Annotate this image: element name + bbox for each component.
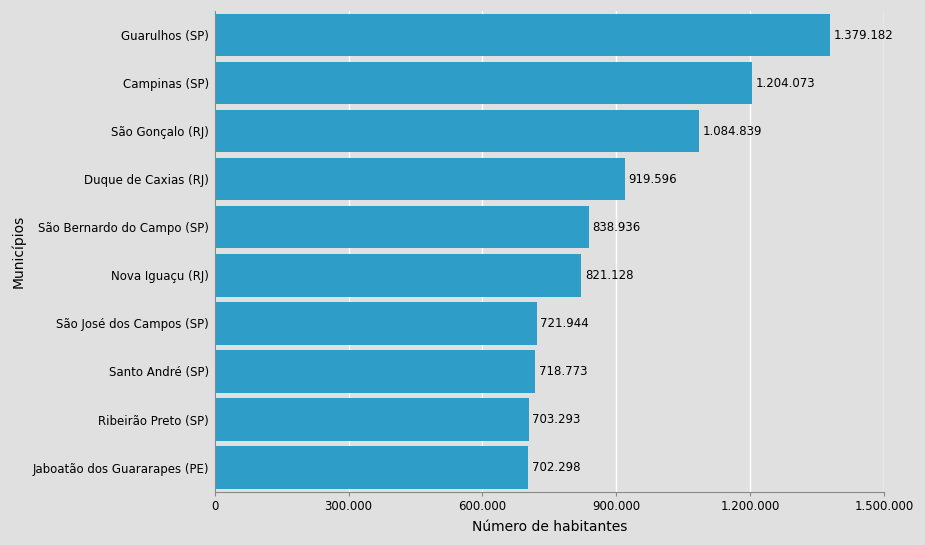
Text: 703.293: 703.293 — [532, 413, 581, 426]
Bar — [215, 62, 752, 104]
Bar — [215, 255, 581, 296]
Bar — [215, 446, 528, 489]
Bar — [215, 110, 699, 153]
X-axis label: Número de habitantes: Número de habitantes — [472, 520, 627, 534]
Text: 718.773: 718.773 — [539, 365, 587, 378]
Bar — [215, 302, 536, 344]
Text: 1.204.073: 1.204.073 — [756, 77, 815, 90]
Bar — [215, 14, 831, 56]
Text: 1.379.182: 1.379.182 — [834, 29, 894, 41]
Text: 1.084.839: 1.084.839 — [702, 125, 762, 138]
Text: 721.944: 721.944 — [540, 317, 589, 330]
Bar — [215, 398, 528, 441]
Bar — [215, 158, 625, 201]
Bar — [215, 350, 536, 392]
Text: 919.596: 919.596 — [629, 173, 677, 186]
Text: 702.298: 702.298 — [532, 461, 580, 474]
Bar — [215, 206, 589, 249]
Text: 838.936: 838.936 — [593, 221, 641, 234]
Y-axis label: Municípios: Municípios — [11, 215, 26, 288]
Text: 821.128: 821.128 — [585, 269, 634, 282]
